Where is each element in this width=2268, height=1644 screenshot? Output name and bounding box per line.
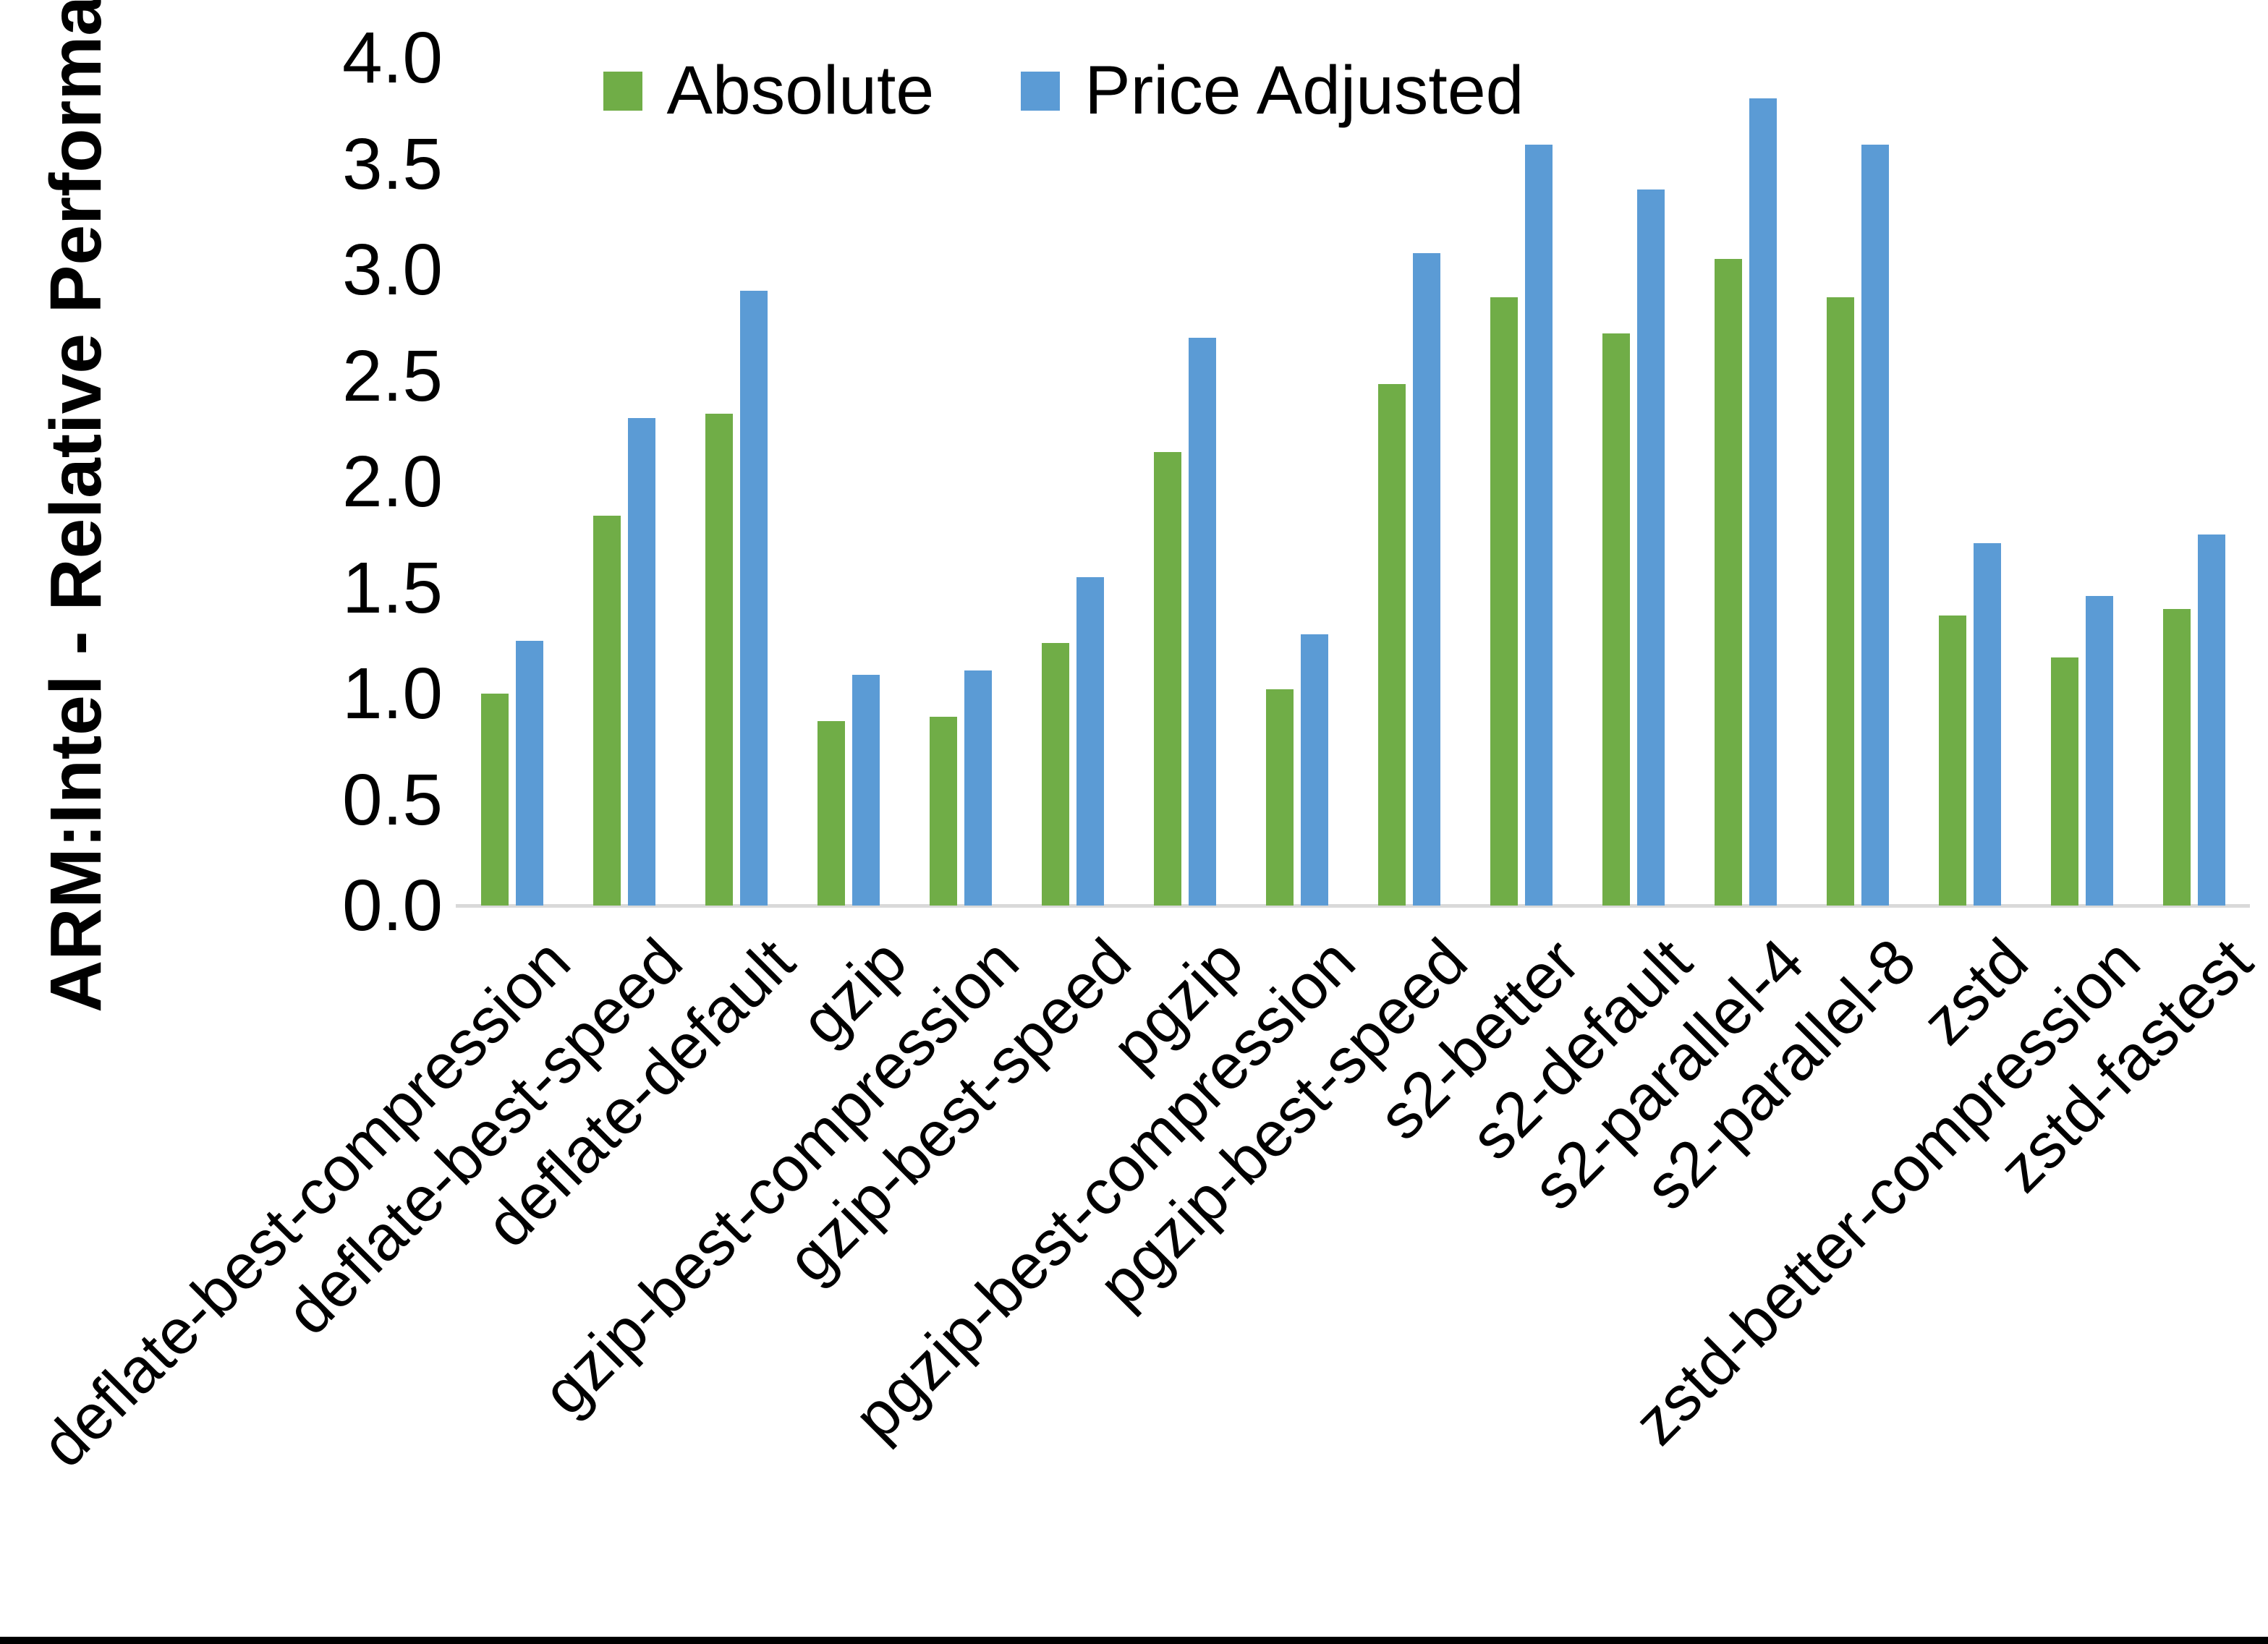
bar-absolute xyxy=(1826,297,1854,906)
legend-swatch-icon xyxy=(603,71,642,111)
bar-price-adjusted xyxy=(964,670,992,906)
bar-absolute xyxy=(1377,384,1406,906)
bar-price-adjusted xyxy=(1749,98,1777,906)
bar-price-adjusted xyxy=(2085,596,2113,906)
bar-absolute xyxy=(2050,657,2078,906)
bar-absolute xyxy=(1938,616,1966,906)
bar-price-adjusted xyxy=(1300,634,1328,906)
bar-price-adjusted xyxy=(739,291,768,906)
bar-absolute xyxy=(1602,333,1630,906)
bar-absolute xyxy=(480,694,509,906)
bar-absolute xyxy=(929,717,957,906)
y-tick-label: 0.0 xyxy=(341,865,443,946)
bar-absolute xyxy=(1041,643,1069,906)
bar-price-adjusted xyxy=(1076,577,1104,906)
y-tick-label: 2.0 xyxy=(341,441,443,522)
bar-absolute xyxy=(1490,297,1518,906)
bar-price-adjusted xyxy=(1973,543,2001,906)
y-tick-label: 3.5 xyxy=(341,123,443,205)
x-axis-line xyxy=(456,904,2250,908)
y-tick-label: 4.0 xyxy=(341,17,443,98)
bar-absolute xyxy=(1714,259,1742,906)
legend-swatch-icon xyxy=(1021,71,1061,111)
bar-price-adjusted xyxy=(851,675,880,906)
y-tick-label: 2.5 xyxy=(341,335,443,417)
bar-absolute xyxy=(817,721,845,906)
legend-label: Price Adjusted xyxy=(1084,52,1524,129)
bar-price-adjusted xyxy=(515,641,543,906)
bar-price-adjusted xyxy=(1412,253,1440,906)
legend-label: Absolute xyxy=(666,52,935,129)
chart-legend: Absolute Price Adjusted xyxy=(456,56,1671,125)
bar-absolute xyxy=(593,516,621,906)
bar-price-adjusted xyxy=(2197,534,2225,906)
bottom-border-bar xyxy=(0,1637,2268,1644)
y-tick-label: 1.5 xyxy=(341,547,443,629)
bar-price-adjusted xyxy=(1524,145,1553,906)
bar-absolute xyxy=(2162,609,2191,906)
bar-absolute xyxy=(1153,452,1181,906)
legend-item: Absolute xyxy=(603,52,935,129)
bar-price-adjusted xyxy=(1188,338,1216,906)
y-tick-label: 0.5 xyxy=(341,759,443,840)
bar-absolute xyxy=(705,414,733,906)
bar-price-adjusted xyxy=(1861,145,1889,906)
bar-price-adjusted xyxy=(1636,189,1665,906)
bar-price-adjusted xyxy=(627,418,655,906)
y-tick-label: 1.0 xyxy=(341,653,443,734)
bar-absolute xyxy=(1265,689,1294,906)
y-tick-label: 3.0 xyxy=(341,229,443,310)
legend-item: Price Adjusted xyxy=(1021,56,1524,125)
